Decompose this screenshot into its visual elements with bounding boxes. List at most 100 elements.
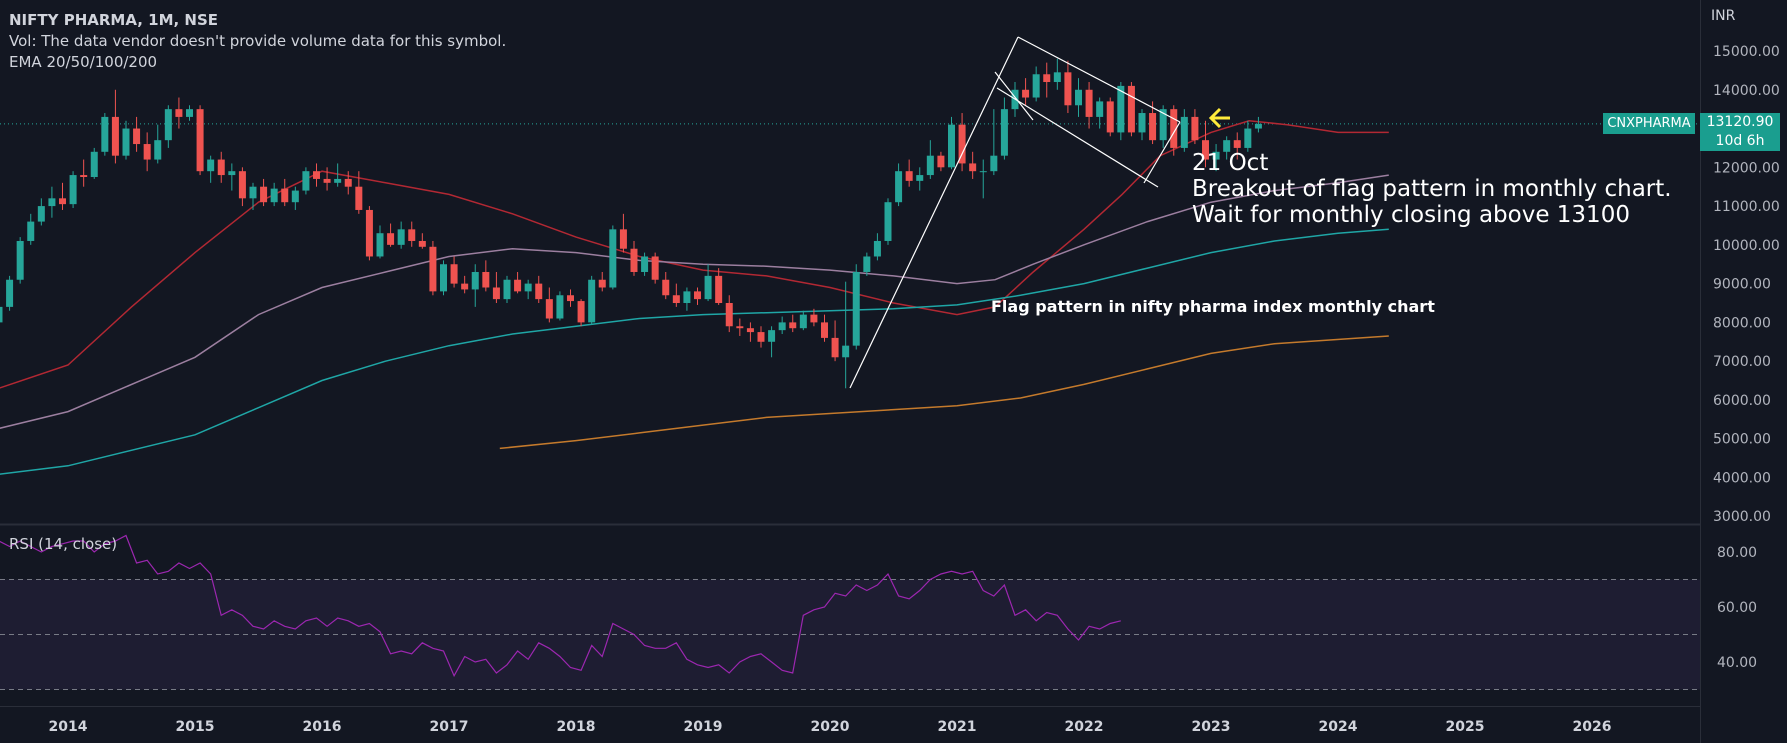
arrow-head xyxy=(1208,107,1222,129)
candle-body xyxy=(969,163,977,172)
price-tick-label: 11000.00 xyxy=(1713,199,1780,215)
year-tick-label: 2019 xyxy=(684,719,723,735)
candle-body xyxy=(842,345,850,358)
candle-body xyxy=(1064,72,1072,106)
candle-body xyxy=(641,256,649,272)
candle-body xyxy=(651,256,659,280)
candle-body xyxy=(1106,101,1114,133)
ema-legend[interactable]: EMA 20/50/100/200 xyxy=(9,53,158,71)
rsi-legend[interactable]: RSI (14, close) xyxy=(9,535,118,553)
year-tick-label: 2018 xyxy=(557,719,596,735)
candle-body xyxy=(439,264,447,292)
candle-body xyxy=(725,303,733,327)
candle-body xyxy=(556,295,564,319)
candle-body xyxy=(683,291,691,304)
candle-body xyxy=(228,171,236,176)
candle-body xyxy=(312,171,320,179)
candle-body xyxy=(16,240,24,280)
candle-body xyxy=(895,171,903,203)
candle-body xyxy=(1096,101,1104,117)
candle-body xyxy=(1074,89,1082,106)
year-tick-label: 2021 xyxy=(938,719,977,735)
candle-body xyxy=(90,151,98,178)
last-price-box: 13120.90 10d 6h xyxy=(1700,113,1780,151)
candle-body xyxy=(524,283,532,292)
candle-body xyxy=(958,124,966,164)
year-tick-label: 2014 xyxy=(49,719,88,735)
candle-body xyxy=(577,301,585,323)
candle-body xyxy=(715,275,723,304)
candle-body xyxy=(588,279,596,323)
price-tick-label: 9000.00 xyxy=(1713,277,1771,293)
candle-body xyxy=(1212,151,1220,160)
candle-body xyxy=(133,128,141,145)
candle-body xyxy=(37,206,45,222)
candle-body xyxy=(122,128,130,156)
price-tick-label: 7000.00 xyxy=(1713,354,1771,370)
year-tick-label: 2016 xyxy=(303,719,342,735)
candle-body xyxy=(27,221,35,241)
candle-body xyxy=(408,229,416,241)
candle-body xyxy=(736,326,744,329)
candle-body xyxy=(482,271,490,288)
bar-countdown: 10d 6h xyxy=(1715,133,1765,149)
year-tick-label: 2022 xyxy=(1065,719,1104,735)
candle-body xyxy=(376,233,384,257)
candle-body xyxy=(238,171,246,199)
price-tick-label: 6000.00 xyxy=(1713,393,1771,409)
candle-body xyxy=(48,198,56,207)
candle-body xyxy=(863,256,871,272)
candle-body xyxy=(1032,74,1040,98)
candle-body xyxy=(143,144,151,160)
candle-body xyxy=(1043,74,1051,83)
candle-body xyxy=(1201,140,1209,160)
year-tick-label: 2026 xyxy=(1573,719,1612,735)
candle-body xyxy=(514,279,522,292)
price-tick-label: 5000.00 xyxy=(1713,432,1771,448)
candle-body xyxy=(566,295,574,302)
rsi-line xyxy=(0,534,1121,678)
candle-body xyxy=(947,124,955,168)
candle-body xyxy=(185,109,193,117)
price-tick-label: 10000.00 xyxy=(1713,238,1780,254)
note-date: 21 Oct xyxy=(1192,150,1269,176)
candle-body xyxy=(80,175,88,178)
candle-body xyxy=(873,240,881,257)
candle-body xyxy=(111,116,119,156)
candle-body xyxy=(397,229,405,245)
symbol-tag: CNXPHARMA xyxy=(1603,113,1695,134)
candle-body xyxy=(1233,140,1241,148)
candle-body xyxy=(1149,113,1157,141)
candle-body xyxy=(619,229,627,249)
currency-label: INR xyxy=(1711,8,1736,24)
candle-body xyxy=(249,186,257,199)
candle-body xyxy=(1170,109,1178,148)
candle-body xyxy=(1022,89,1030,98)
year-tick-label: 2015 xyxy=(176,719,215,735)
chart-title[interactable]: NIFTY PHARMA, 1M, NSE xyxy=(9,11,218,29)
candle-body xyxy=(471,271,479,290)
note-wait: Wait for monthly closing above 13100 xyxy=(1192,202,1630,228)
candle-body xyxy=(609,229,617,288)
candle-body xyxy=(990,155,998,172)
candle-body xyxy=(1223,140,1231,152)
annotation-note: 21 Oct Breakout of flag pattern in month… xyxy=(1192,150,1672,228)
candle-body xyxy=(535,283,543,300)
candle-body xyxy=(799,314,807,329)
candle-body xyxy=(905,171,913,181)
candle-body xyxy=(672,295,680,304)
candle-body xyxy=(281,188,289,203)
candle-body xyxy=(1085,89,1093,117)
candle-body xyxy=(916,175,924,181)
ema-line-EMA100 xyxy=(0,228,1389,475)
candle-body xyxy=(260,186,268,203)
candle-body xyxy=(1180,116,1188,148)
candle-body xyxy=(323,178,331,183)
candle-body xyxy=(1254,123,1262,129)
price-tick-label: 14000.00 xyxy=(1713,83,1780,99)
candle-body xyxy=(6,279,14,307)
yellow-arrow-icon xyxy=(1208,107,1230,129)
